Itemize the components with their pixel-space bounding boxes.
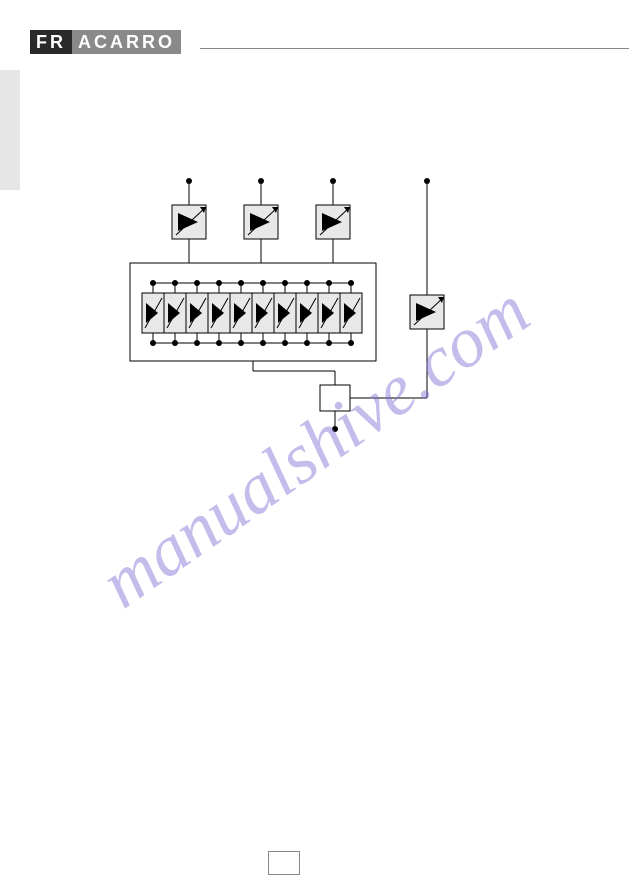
brand-dark-part: FR xyxy=(30,30,72,54)
brand-logo: FR ACARRO xyxy=(30,30,181,54)
brand-light-part: ACARRO xyxy=(72,30,181,54)
page-number-box xyxy=(268,851,300,875)
block-diagram xyxy=(110,175,470,445)
side-tab xyxy=(0,70,20,190)
header-rule xyxy=(200,48,629,49)
